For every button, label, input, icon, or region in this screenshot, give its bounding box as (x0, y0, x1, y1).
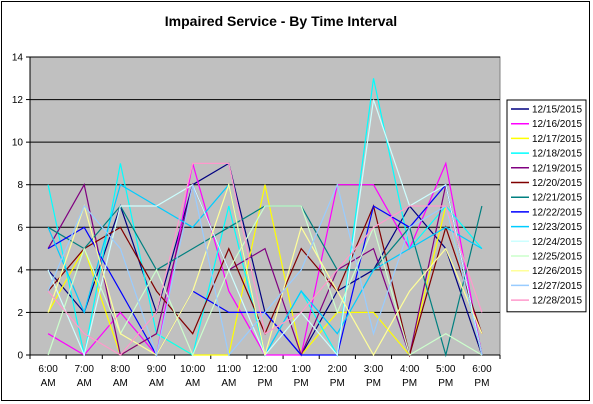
legend-entry: 12/16/2015 (532, 119, 582, 130)
x-tick-label: 1:00 PM (291, 364, 311, 389)
legend-entry: 12/19/2015 (532, 163, 582, 174)
y-tick-label: 8 (17, 180, 23, 191)
series-line (47, 182, 483, 357)
legend-entry: 12/21/2015 (532, 193, 582, 204)
y-tick-label: 12 (12, 95, 24, 106)
y-tick-label: 0 (17, 351, 23, 362)
x-tick-label: 4:00 PM (400, 364, 420, 389)
legend-entry: 12/26/2015 (532, 266, 582, 277)
x-tick-label: 3:00 PM (364, 364, 384, 389)
x-tick-label: 12:00 PM (252, 364, 277, 389)
legend-entry: 12/24/2015 (532, 237, 582, 248)
legend-entry: 12/17/2015 (532, 134, 582, 145)
x-tick-label: 5:00 PM (436, 364, 456, 389)
legend-entry: 12/22/2015 (532, 207, 582, 218)
x-tick-label: 11:00 AM (217, 364, 242, 389)
y-tick-label: 4 (17, 265, 23, 276)
legend-entry: 12/15/2015 (532, 105, 582, 116)
y-tick-label: 6 (17, 223, 23, 234)
x-tick-label: 2:00 PM (328, 364, 348, 389)
x-tick-label: 6:00 AM (38, 364, 58, 389)
chart-title: Impaired Service - By Time Interval (165, 13, 397, 29)
legend-entry: 12/20/2015 (532, 178, 582, 189)
y-tick-label: 2 (17, 308, 23, 319)
legend-entry: 12/18/2015 (532, 149, 582, 160)
plot-area: 0 2 4 6 8 10 12 14 6:00 AM 7:00 AM 8:00 AM 9:00 AM 10:00… (12, 53, 501, 389)
x-tick-label: 8:00 AM (111, 364, 131, 389)
series-line (47, 162, 483, 356)
legend-entry: 12/28/2015 (532, 296, 582, 307)
series-line (47, 182, 483, 358)
x-tick-label: 9:00 AM (147, 364, 167, 389)
x-tick-label: 10:00 AM (180, 364, 205, 389)
legend-entry: 12/27/2015 (532, 281, 582, 292)
y-tick-label: 10 (12, 138, 24, 149)
legend: 12/15/2015 12/16/2015 12/17/2015 12/18/2015… (506, 99, 587, 313)
y-tick-label: 14 (12, 53, 24, 64)
legend-entry: 12/23/2015 (532, 222, 582, 233)
legend-entry: 12/25/2015 (532, 252, 582, 263)
x-tick-label: 7:00 AM (74, 364, 94, 389)
x-tick-label: 6:00 PM (472, 364, 492, 389)
legend-box (506, 99, 587, 313)
